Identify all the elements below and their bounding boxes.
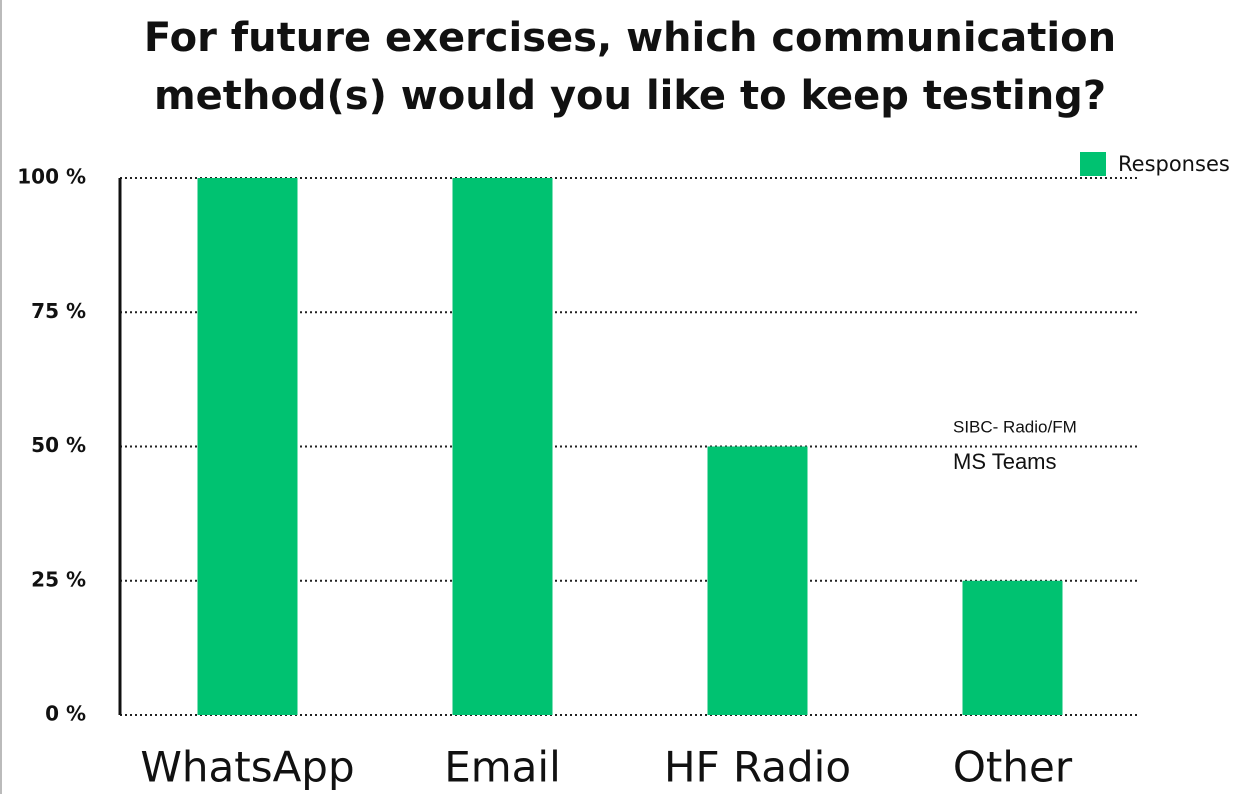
chart-title: For future exercises, which communicatio… xyxy=(144,15,1116,119)
y-tick-label: 25 % xyxy=(31,567,86,591)
bar xyxy=(197,178,298,715)
legend-label: Responses xyxy=(1118,152,1230,176)
annotation: SIBC- Radio/FM xyxy=(953,417,1077,436)
y-tick-label: 0 % xyxy=(45,702,86,726)
y-tick-label: 75 % xyxy=(31,299,86,323)
x-tick-label: HF Radio xyxy=(664,743,851,792)
x-tick-label: WhatsApp xyxy=(140,743,354,792)
legend-swatch xyxy=(1080,152,1106,176)
x-tick-label: Email xyxy=(444,743,561,792)
bar xyxy=(452,178,553,715)
bar xyxy=(962,580,1063,715)
annotation: MS Teams xyxy=(953,449,1057,474)
x-tick-label: Other xyxy=(953,743,1073,792)
y-tick-label: 50 % xyxy=(31,433,86,457)
y-tick-label: 100 % xyxy=(17,165,86,189)
bar xyxy=(707,446,808,715)
